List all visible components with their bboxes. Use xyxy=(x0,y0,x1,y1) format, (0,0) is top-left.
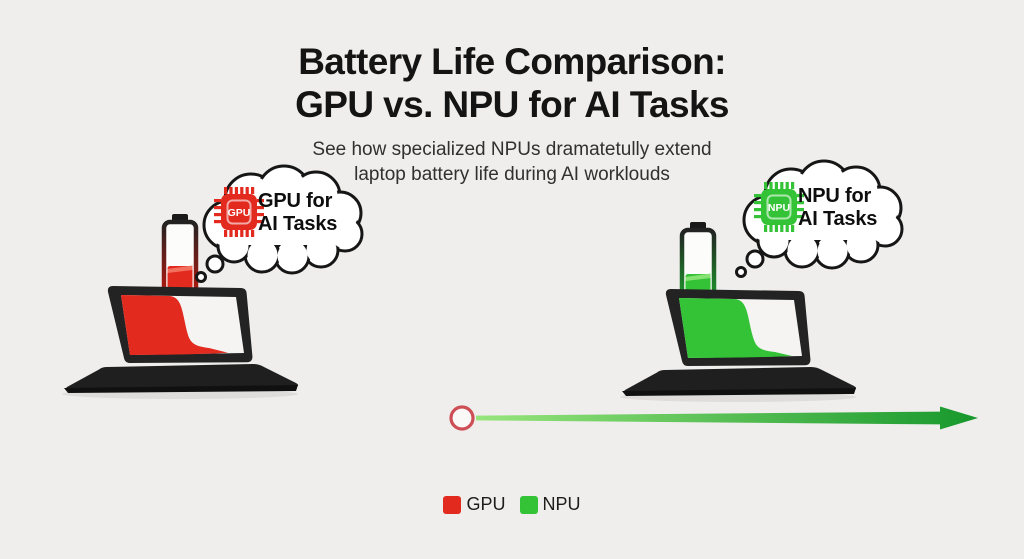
legend-item-npu: NPU xyxy=(519,494,581,515)
legend: GPU NPU xyxy=(0,494,1024,515)
npu-chip-icon: NPU xyxy=(754,182,804,232)
npu-thought-trail-bubble-small xyxy=(735,266,747,278)
gpu-laptop-base xyxy=(65,364,299,391)
npu-legend-swatch xyxy=(519,495,538,514)
npu-laptop-illustration xyxy=(620,289,857,402)
npu-thought-bubble: NPU NPU for AI Tasks xyxy=(728,158,913,283)
legend-item-gpu: GPU xyxy=(443,494,506,515)
gpu-chip-label: GPU xyxy=(228,207,251,219)
battery-life-axis xyxy=(60,405,978,431)
npu-laptop-base-edge xyxy=(622,388,856,396)
npu-bubble-label: NPU for AI Tasks xyxy=(798,185,902,231)
npu-laptop-base xyxy=(623,367,857,394)
gpu-thought-bubble: GPU GPU for AI Tasks xyxy=(188,163,373,288)
gpu-laptop-base-edge xyxy=(64,385,298,393)
npu-battery-drain-curve xyxy=(679,298,792,358)
gpu-bubble-label-line2: AI Tasks xyxy=(258,213,338,235)
npu-legend-label: NPU xyxy=(542,494,581,514)
gpu-chip-icon: GPU xyxy=(214,187,264,237)
npu-chip-label: NPU xyxy=(768,202,790,214)
gpu-thought-trail-bubble-small xyxy=(195,271,207,283)
axis-green-arrow xyxy=(476,406,978,430)
gpu-bubble-label: GPU for AI Tasks xyxy=(258,190,362,236)
gpu-bubble-label-line1: GPU for xyxy=(258,190,333,212)
axis-midpoint-marker xyxy=(449,405,475,431)
page-title-line2: GPU vs. NPU for AI Tasks xyxy=(295,84,729,125)
page-subtitle: See how specialized NPUs dramatetully ex… xyxy=(0,137,1024,187)
gpu-battery-drain-curve xyxy=(121,295,228,355)
gpu-battery-icon xyxy=(161,214,199,296)
npu-battery-fill-highlight xyxy=(685,273,711,281)
page-subtitle-line1: See how specialized NPUs dramatetully ex… xyxy=(312,139,712,160)
gpu-battery-fill-highlight xyxy=(167,265,193,273)
gpu-legend-swatch xyxy=(443,495,462,514)
gpu-legend-label: GPU xyxy=(466,494,506,514)
page-title-line1: Battery Life Comparison: xyxy=(298,41,726,82)
npu-thought-trail-bubble-large xyxy=(745,249,765,269)
gpu-laptop-illustration xyxy=(62,286,299,399)
gpu-thought-trail-bubble-large xyxy=(205,254,225,274)
npu-bubble-label-line1: NPU for xyxy=(798,185,872,207)
page-title: Battery Life Comparison: GPU vs. NPU for… xyxy=(0,40,1024,126)
page-subtitle-line2: laptop battery life during AI worklouds xyxy=(354,164,670,185)
npu-bubble-label-line2: AI Tasks xyxy=(798,208,878,230)
